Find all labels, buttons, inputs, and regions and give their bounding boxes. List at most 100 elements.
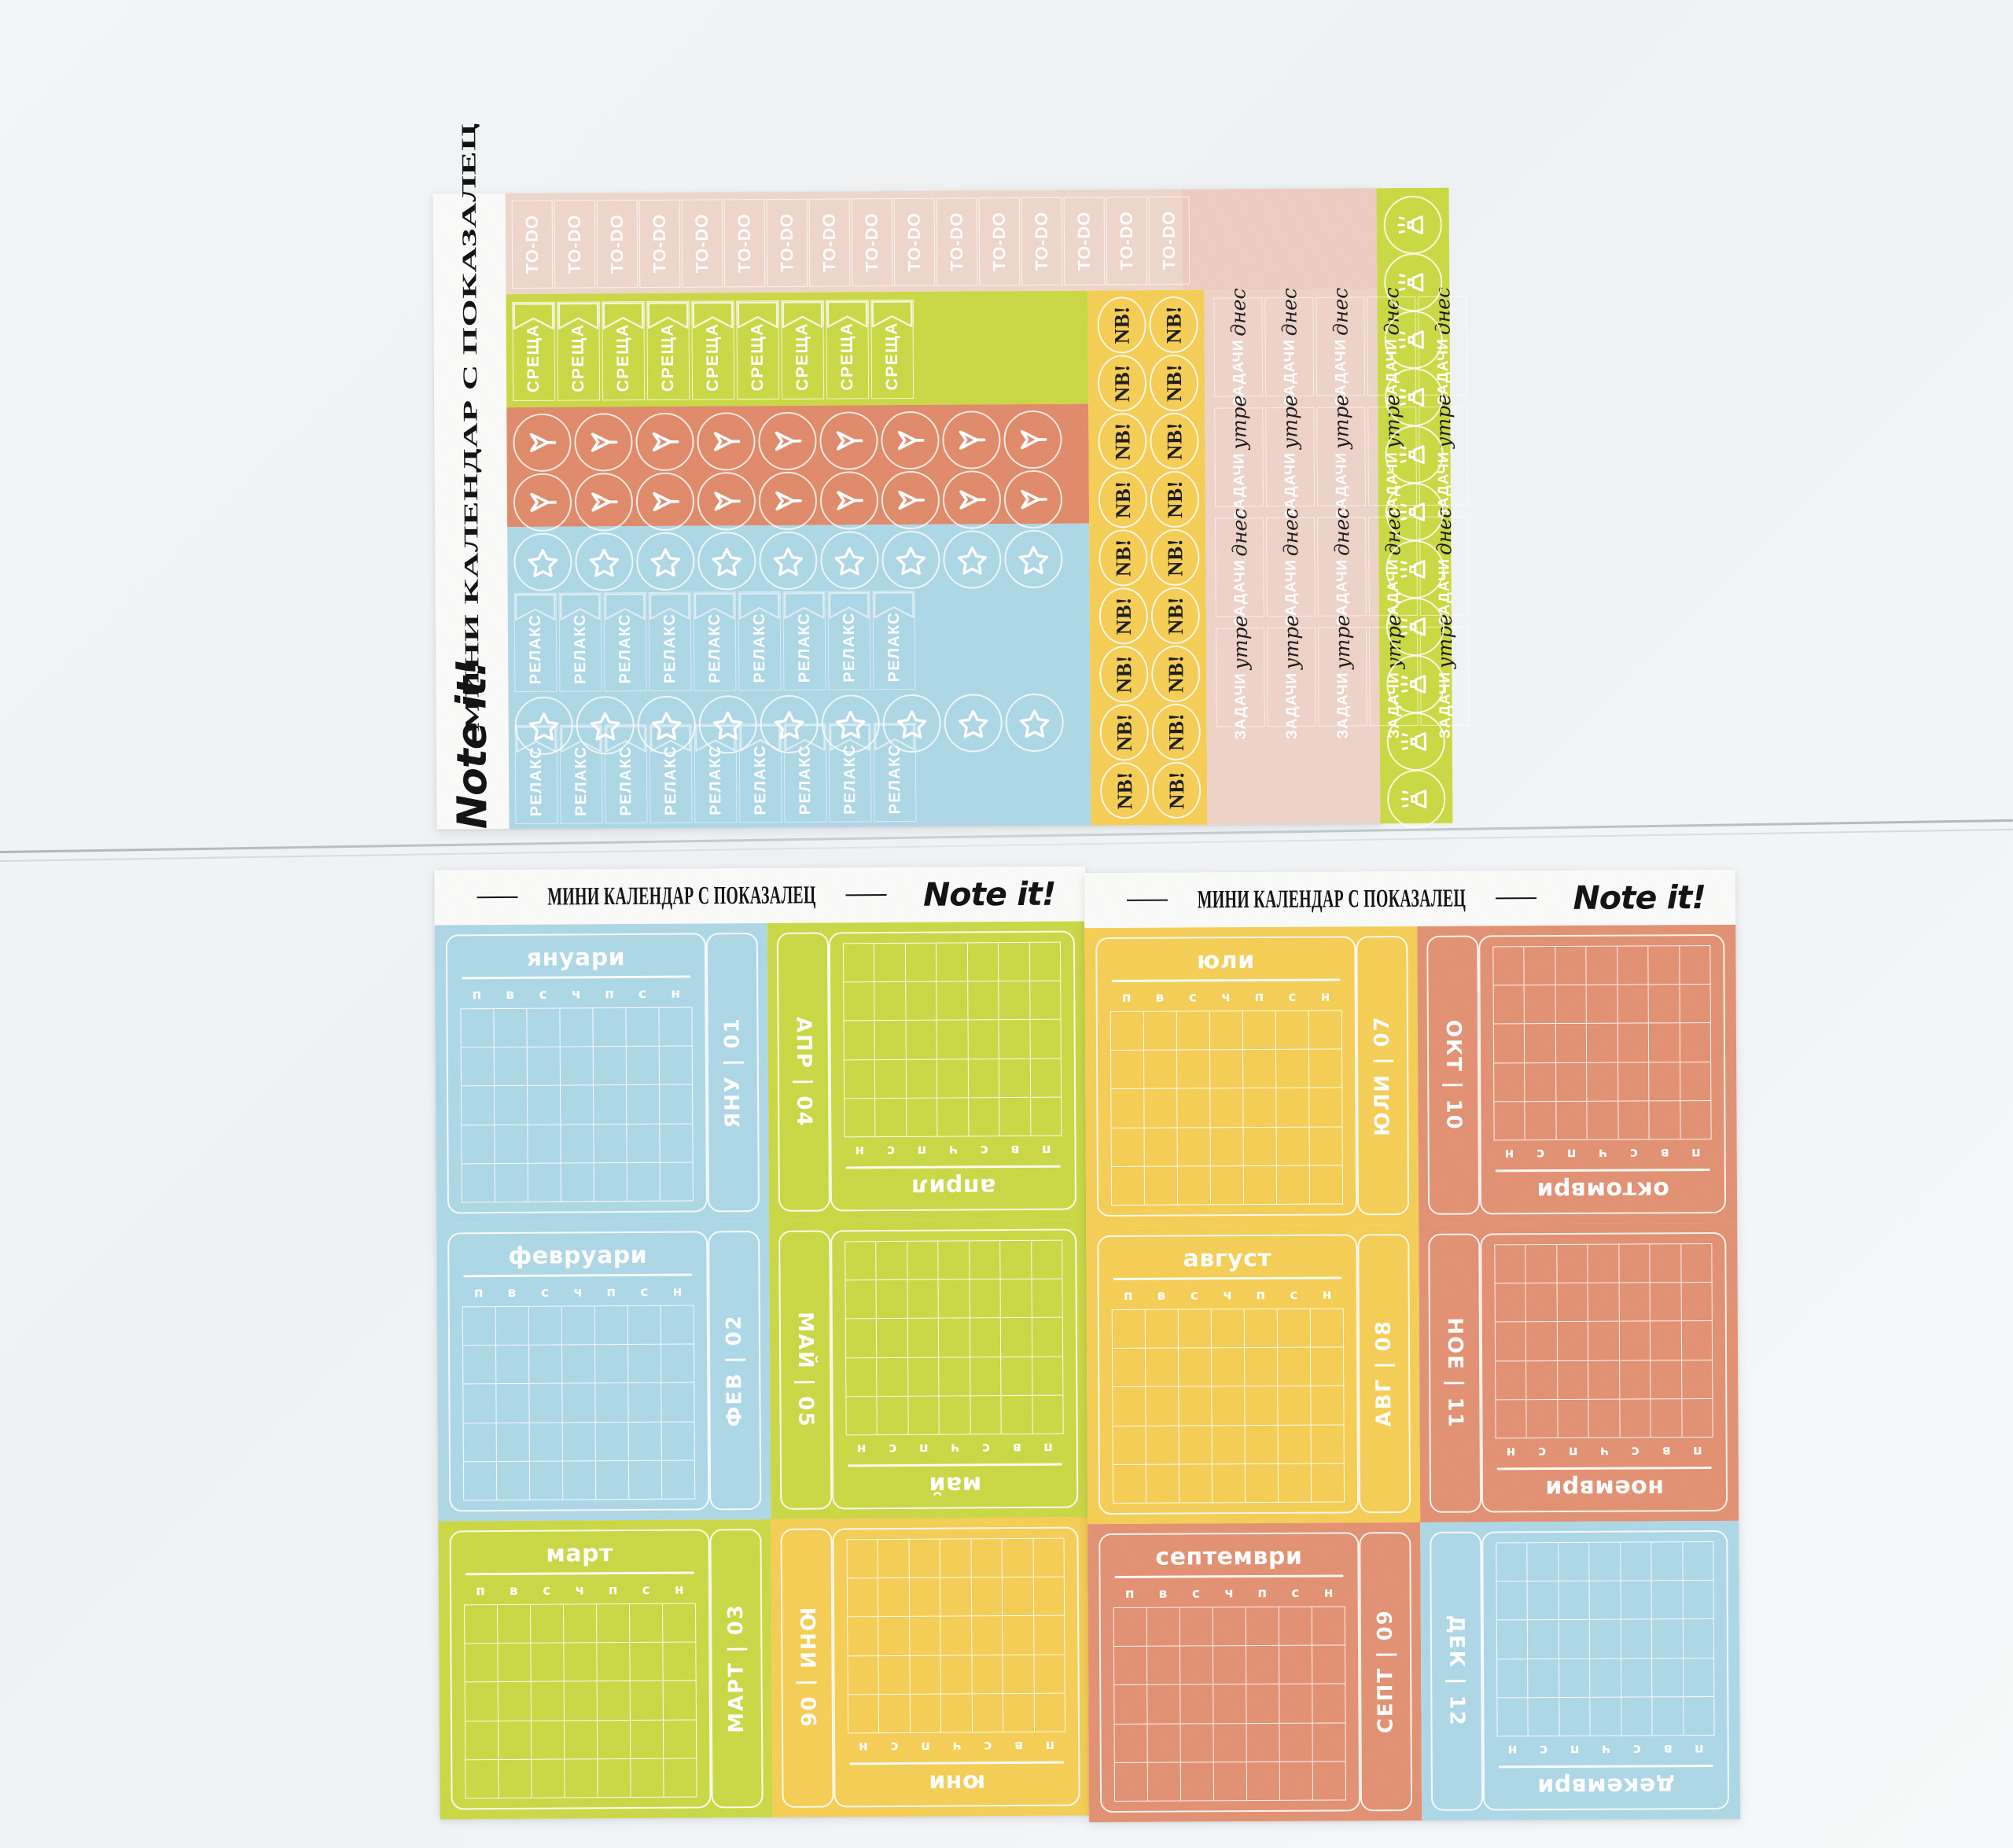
sticker-megaphone[interactable] bbox=[1387, 769, 1446, 829]
sticker-task[interactable]: ЗАДАЧИ утре bbox=[1214, 395, 1264, 520]
day-cell[interactable] bbox=[1110, 1011, 1145, 1051]
sticker-nb[interactable]: NB! bbox=[1097, 296, 1146, 354]
sticker-todo[interactable]: TO-DO bbox=[1063, 197, 1106, 285]
day-cell[interactable] bbox=[1112, 1309, 1146, 1349]
day-cell[interactable] bbox=[1246, 1723, 1280, 1762]
day-cell[interactable] bbox=[661, 1344, 695, 1384]
day-cell[interactable] bbox=[1682, 1618, 1714, 1658]
day-cell[interactable] bbox=[593, 1085, 627, 1125]
day-cell[interactable] bbox=[462, 1086, 495, 1125]
day-cell[interactable] bbox=[1647, 984, 1680, 1023]
day-cell[interactable] bbox=[1311, 1386, 1345, 1426]
day-cell[interactable] bbox=[661, 1422, 695, 1461]
day-cell[interactable] bbox=[1212, 1425, 1246, 1465]
day-cell[interactable] bbox=[630, 1603, 664, 1644]
day-cell[interactable] bbox=[463, 1384, 497, 1423]
day-cell[interactable] bbox=[528, 1085, 561, 1125]
sticker-nb[interactable]: NB! bbox=[1150, 470, 1200, 528]
day-cell[interactable] bbox=[1617, 1062, 1649, 1101]
day-cell[interactable] bbox=[876, 1395, 908, 1435]
day-cell[interactable] bbox=[1555, 1062, 1587, 1101]
day-cell[interactable] bbox=[597, 1720, 631, 1760]
day-cell[interactable] bbox=[628, 1460, 663, 1500]
day-cell[interactable] bbox=[940, 1693, 972, 1732]
day-cell[interactable] bbox=[661, 1382, 695, 1423]
month-block-октомври[interactable]: октомври п в с ч п с н ОКТ | 10 bbox=[1417, 925, 1737, 1224]
day-cell[interactable] bbox=[1618, 1243, 1650, 1283]
day-cell[interactable] bbox=[1648, 1022, 1680, 1062]
day-cell[interactable] bbox=[496, 1423, 530, 1462]
sticker-star[interactable] bbox=[821, 694, 880, 753]
day-cell[interactable] bbox=[1143, 1011, 1178, 1051]
day-cell[interactable] bbox=[1278, 1347, 1312, 1387]
month-index-tab[interactable]: МАРТ | 03 bbox=[709, 1529, 764, 1809]
day-cell[interactable] bbox=[999, 1239, 1032, 1279]
day-cell[interactable] bbox=[528, 1125, 561, 1164]
month-block-май[interactable]: май п в с ч п с н МАЙ | 05 bbox=[769, 1219, 1089, 1519]
sticker-relax[interactable]: РЕЛАКС bbox=[513, 592, 558, 693]
sticker-relax[interactable]: РЕЛАКС bbox=[648, 591, 692, 692]
day-cell[interactable] bbox=[971, 1654, 1003, 1694]
sticker-arrow[interactable] bbox=[574, 413, 633, 472]
day-cell[interactable] bbox=[1524, 1023, 1555, 1062]
day-cell[interactable] bbox=[1648, 1100, 1680, 1139]
day-cell[interactable] bbox=[878, 1577, 909, 1617]
day-cell[interactable] bbox=[1588, 1398, 1620, 1438]
day-cell[interactable] bbox=[1312, 1761, 1347, 1801]
day-cell[interactable] bbox=[998, 941, 1029, 981]
day-cell[interactable] bbox=[1031, 1317, 1063, 1357]
day-cell[interactable] bbox=[1179, 1607, 1213, 1647]
day-cell[interactable] bbox=[1146, 1464, 1180, 1504]
day-cell[interactable] bbox=[661, 1460, 696, 1500]
day-cell[interactable] bbox=[1621, 1696, 1652, 1736]
day-cell[interactable] bbox=[626, 1007, 660, 1047]
sticker-task[interactable]: ЗАДАЧИ днес bbox=[1266, 508, 1316, 626]
sticker-relax[interactable]: РЕЛАКС bbox=[872, 590, 916, 690]
day-cell[interactable] bbox=[498, 1721, 532, 1760]
day-cell[interactable] bbox=[627, 1305, 662, 1346]
day-cell[interactable] bbox=[939, 1538, 971, 1577]
day-cell[interactable] bbox=[531, 1643, 565, 1683]
sticker-star[interactable] bbox=[637, 695, 696, 755]
day-cell[interactable] bbox=[1111, 1166, 1146, 1206]
day-cell[interactable] bbox=[495, 1125, 528, 1164]
day-cell[interactable] bbox=[1617, 984, 1649, 1024]
day-cell[interactable] bbox=[845, 1357, 877, 1397]
sticker-relax[interactable]: РЕЛАКС bbox=[738, 723, 782, 823]
day-cell[interactable] bbox=[462, 1163, 495, 1203]
day-cell[interactable] bbox=[1213, 1761, 1248, 1802]
day-cell[interactable] bbox=[940, 1615, 972, 1655]
day-cell[interactable] bbox=[1651, 1580, 1683, 1619]
month-index-tab[interactable]: АПР | 04 bbox=[776, 932, 830, 1212]
day-cell[interactable] bbox=[1177, 1050, 1211, 1089]
day-cell[interactable] bbox=[909, 1693, 941, 1732]
day-cell[interactable] bbox=[1495, 1399, 1527, 1438]
day-cell[interactable] bbox=[875, 1240, 907, 1280]
day-cell[interactable] bbox=[967, 1019, 999, 1059]
day-cell[interactable] bbox=[626, 1046, 660, 1086]
day-cell[interactable] bbox=[1527, 1696, 1559, 1736]
day-cell[interactable] bbox=[465, 1721, 499, 1761]
day-cell[interactable] bbox=[1620, 1618, 1652, 1658]
day-cell[interactable] bbox=[1492, 1023, 1525, 1063]
sticker-relax[interactable]: РЕЛАКС bbox=[873, 722, 917, 823]
day-cell[interactable] bbox=[1309, 1127, 1343, 1166]
day-cell[interactable] bbox=[597, 1604, 631, 1644]
day-cell[interactable] bbox=[1179, 1425, 1213, 1465]
day-cell[interactable] bbox=[908, 1538, 940, 1578]
day-cell[interactable] bbox=[1680, 1359, 1713, 1399]
sticker-star[interactable] bbox=[514, 696, 573, 756]
sticker-star[interactable] bbox=[760, 694, 819, 754]
sticker-task[interactable]: ЗАДАЧИ утре bbox=[1317, 614, 1367, 739]
day-cell[interactable] bbox=[907, 1318, 939, 1357]
day-cell[interactable] bbox=[1496, 1542, 1528, 1581]
day-cell[interactable] bbox=[560, 1047, 594, 1086]
sticker-nb[interactable]: NB! bbox=[1099, 646, 1149, 703]
sticker-task[interactable]: ЗАДАЧИ утре bbox=[1265, 395, 1315, 519]
day-cell[interactable] bbox=[1309, 1049, 1343, 1089]
sticker-todo[interactable]: TO-DO bbox=[893, 197, 936, 287]
day-cell[interactable] bbox=[1243, 1088, 1277, 1128]
day-cell[interactable] bbox=[1113, 1464, 1147, 1504]
day-cell[interactable] bbox=[1212, 1463, 1246, 1504]
day-cell[interactable] bbox=[1495, 1360, 1526, 1400]
